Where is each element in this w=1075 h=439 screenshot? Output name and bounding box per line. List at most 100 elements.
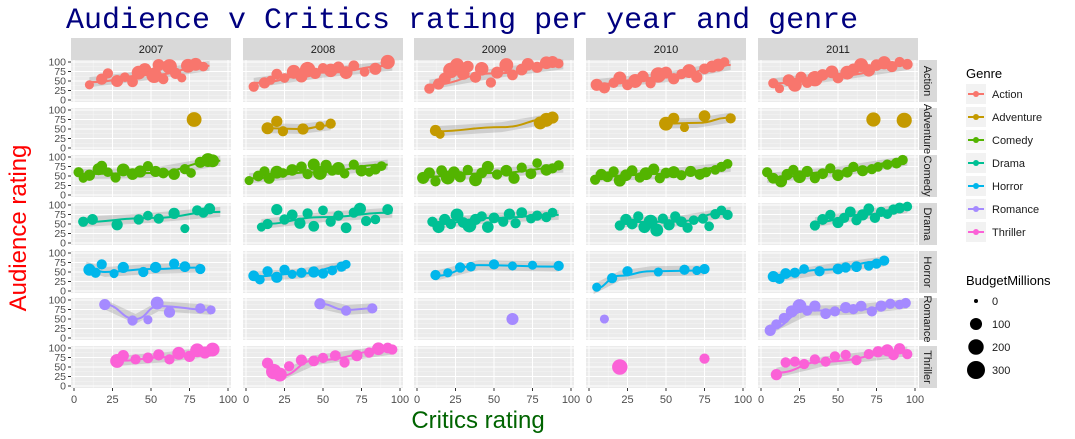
y-tick-label: 25 bbox=[54, 371, 66, 383]
x-tick-label: 50 bbox=[660, 394, 672, 406]
data-point bbox=[179, 261, 191, 273]
data-point bbox=[825, 209, 836, 221]
data-point bbox=[725, 113, 736, 124]
x-tick-label: 75 bbox=[526, 394, 538, 406]
data-point bbox=[780, 357, 791, 368]
data-point bbox=[645, 78, 656, 89]
data-point bbox=[283, 361, 295, 372]
data-point bbox=[817, 168, 828, 180]
data-point bbox=[296, 267, 307, 278]
genre-strip-label: Comedy bbox=[921, 156, 933, 197]
y-tick-label: 0 bbox=[60, 95, 66, 107]
data-point bbox=[370, 214, 381, 225]
data-point bbox=[119, 72, 130, 83]
data-point bbox=[871, 258, 882, 269]
y-tick-label: 50 bbox=[54, 314, 66, 326]
data-point bbox=[317, 352, 329, 364]
y-tick-label: 50 bbox=[54, 76, 66, 88]
y-tick-label: 100 bbox=[48, 295, 66, 307]
data-point bbox=[353, 202, 367, 215]
year-strip-label: 2011 bbox=[826, 44, 850, 56]
data-point bbox=[608, 166, 619, 177]
y-tick-label: 0 bbox=[60, 333, 66, 345]
y-tick-label: 50 bbox=[54, 124, 66, 136]
x-tick-label: 25 bbox=[106, 394, 118, 406]
data-point bbox=[722, 209, 733, 221]
data-point bbox=[774, 84, 785, 94]
data-point bbox=[262, 266, 273, 277]
smooth-line bbox=[104, 303, 212, 321]
data-point bbox=[339, 357, 350, 368]
data-point bbox=[900, 297, 911, 309]
data-point bbox=[832, 263, 844, 275]
data-point bbox=[308, 220, 320, 232]
genre-strip bbox=[919, 60, 937, 102]
y-tick-label: 100 bbox=[48, 343, 66, 355]
data-point bbox=[770, 368, 783, 381]
data-point bbox=[902, 201, 913, 212]
data-point bbox=[143, 315, 153, 325]
data-point bbox=[99, 298, 111, 311]
confidence-band bbox=[593, 265, 705, 295]
data-point bbox=[360, 215, 372, 227]
data-point bbox=[622, 266, 633, 277]
data-point bbox=[488, 259, 500, 270]
data-point bbox=[771, 319, 782, 330]
data-point bbox=[83, 169, 96, 181]
data-point bbox=[116, 163, 130, 177]
y-tick-label: 0 bbox=[60, 286, 66, 298]
data-point bbox=[271, 115, 283, 128]
data-point bbox=[482, 221, 494, 233]
data-point bbox=[809, 300, 821, 312]
data-point bbox=[531, 61, 543, 73]
data-point bbox=[485, 77, 497, 88]
data-point bbox=[592, 282, 602, 292]
legend-title-genre: Genre bbox=[966, 66, 1002, 81]
data-point bbox=[359, 67, 370, 77]
data-point bbox=[506, 312, 519, 326]
data-point bbox=[532, 158, 542, 168]
data-point bbox=[902, 348, 913, 360]
data-point bbox=[327, 265, 338, 276]
y-tick-label: 100 bbox=[48, 57, 66, 69]
legend-key-point bbox=[973, 114, 979, 120]
y-axis-label: Audience rating bbox=[5, 145, 32, 312]
data-point bbox=[143, 210, 153, 221]
data-point bbox=[503, 208, 516, 220]
data-point bbox=[186, 112, 202, 127]
data-point bbox=[180, 224, 190, 234]
data-point bbox=[466, 261, 476, 272]
data-point bbox=[885, 298, 896, 309]
data-point bbox=[855, 300, 867, 312]
data-point bbox=[271, 271, 283, 283]
y-tick-label: 75 bbox=[54, 161, 66, 173]
y-tick-label: 50 bbox=[54, 219, 66, 231]
data-point bbox=[130, 354, 141, 365]
data-point bbox=[863, 348, 874, 360]
data-point bbox=[248, 81, 259, 92]
x-tick-label: 0 bbox=[586, 394, 592, 406]
data-point bbox=[626, 218, 638, 230]
y-tick-label: 75 bbox=[54, 66, 66, 78]
genre-strip bbox=[919, 298, 937, 340]
data-point bbox=[676, 170, 687, 181]
x-tick-label: 100 bbox=[219, 394, 237, 406]
data-point bbox=[364, 347, 375, 358]
data-point bbox=[348, 159, 359, 170]
x-tick-label: 75 bbox=[870, 394, 882, 406]
data-point bbox=[435, 129, 445, 139]
data-point bbox=[491, 66, 504, 79]
y-tick-label: 50 bbox=[54, 267, 66, 279]
x-tick-label: 100 bbox=[391, 394, 409, 406]
data-point bbox=[789, 356, 801, 367]
data-point bbox=[722, 158, 733, 169]
legend-label: Romance bbox=[992, 204, 1039, 216]
data-point bbox=[315, 121, 325, 131]
data-point bbox=[134, 165, 147, 178]
y-tick-label: 25 bbox=[54, 276, 66, 288]
data-point bbox=[882, 159, 893, 170]
data-point bbox=[78, 216, 89, 227]
data-point bbox=[863, 261, 874, 271]
data-point bbox=[700, 167, 712, 178]
data-point bbox=[653, 267, 663, 277]
